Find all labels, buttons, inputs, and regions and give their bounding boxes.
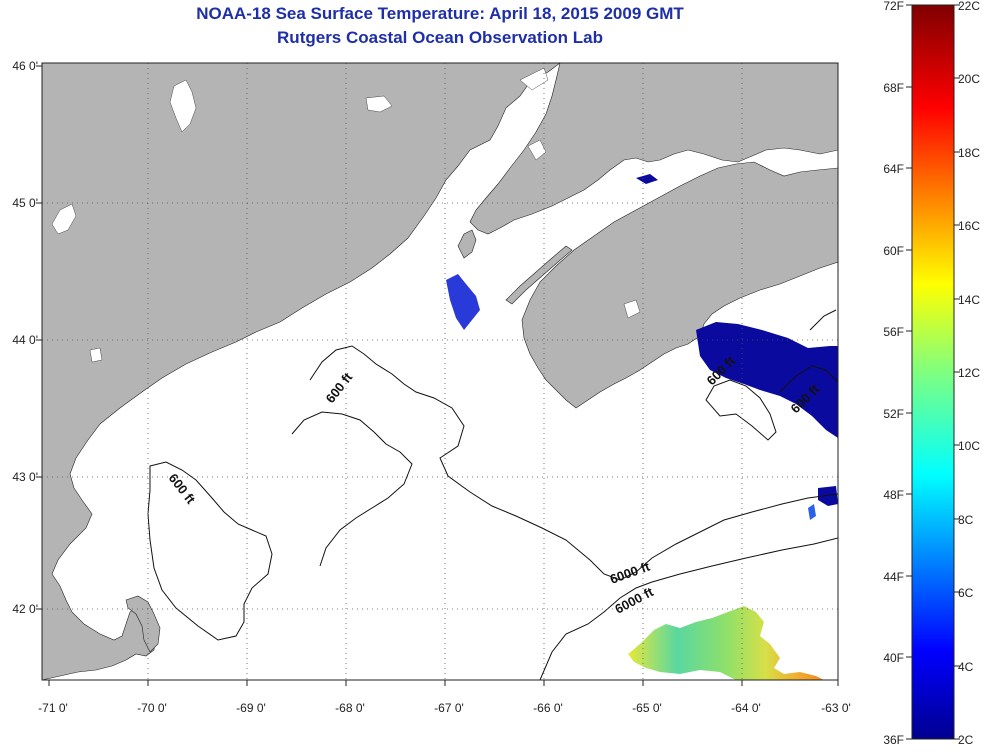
lon-label: -70 0' (137, 701, 167, 715)
cold-water-patches (446, 174, 838, 520)
temperature-colorbar (911, 4, 955, 740)
cb-c-label: 20C (958, 72, 980, 86)
axis-ticks (36, 65, 839, 686)
land-digby-neck (505, 245, 573, 305)
cb-f-label: 48F (883, 488, 904, 502)
cb-c-label: 4C (958, 660, 974, 674)
map-title: NOAA-18 Sea Surface Temperature: April 1… (196, 4, 684, 23)
land-new-brunswick (469, 63, 838, 235)
cb-c-label: 2C (958, 733, 974, 747)
lon-label: -66 0' (533, 701, 563, 715)
colorbar-ticks (906, 4, 960, 740)
lon-label: -71 0' (38, 701, 68, 715)
inland-lakes (51, 67, 641, 363)
depth-contours (147, 309, 838, 680)
cb-c-label: 8C (958, 513, 974, 527)
colorbar-fahrenheit-labels: 72F 68F 64F 60F 56F 52F 48F 44F 40F 36F (883, 0, 904, 747)
cb-c-label: 6C (958, 586, 974, 600)
lon-label: -68 0' (335, 701, 365, 715)
cb-f-label: 60F (883, 244, 904, 258)
longitude-labels: -71 0' -70 0' -69 0' -68 0' -67 0' -66 0… (38, 701, 851, 715)
map-subtitle: Rutgers Coastal Ocean Observation Lab (277, 28, 603, 47)
cb-f-label: 52F (883, 407, 904, 421)
latitude-labels: 46 0' 45 0' 44 0' 43 0' 42 0' (12, 59, 38, 616)
colorbar-celsius-labels: 22C 20C 18C 16C 14C 12C 10C 8C 6C 4C 2C (958, 0, 980, 747)
lon-label: -63 0' (821, 701, 851, 715)
cb-c-label: 22C (958, 0, 980, 13)
cb-c-label: 10C (958, 439, 980, 453)
lon-label: -64 0' (731, 701, 761, 715)
land-nova-scotia (521, 161, 838, 409)
lat-label: 42 0' (12, 602, 38, 616)
cb-c-label: 14C (958, 293, 980, 307)
cb-f-label: 56F (883, 325, 904, 339)
cb-c-label: 16C (958, 219, 980, 233)
lat-label: 43 0' (12, 470, 38, 484)
cb-f-label: 64F (883, 162, 904, 176)
lat-label: 46 0' (12, 59, 38, 73)
lon-label: -69 0' (236, 701, 266, 715)
cb-f-label: 36F (883, 733, 904, 747)
cb-f-label: 40F (883, 651, 904, 665)
lat-label: 45 0' (12, 196, 38, 210)
cb-c-label: 18C (958, 146, 980, 160)
land-cape-cod (125, 595, 161, 653)
cb-f-label: 68F (883, 81, 904, 95)
land-grand-manan (457, 229, 477, 259)
cb-c-label: 12C (958, 366, 980, 380)
warm-water-patch (628, 606, 824, 680)
lon-label: -67 0' (434, 701, 464, 715)
lon-label: -65 0' (632, 701, 662, 715)
cb-f-label: 72F (883, 0, 904, 13)
lat-label: 44 0' (12, 333, 38, 347)
cb-f-label: 44F (883, 570, 904, 584)
